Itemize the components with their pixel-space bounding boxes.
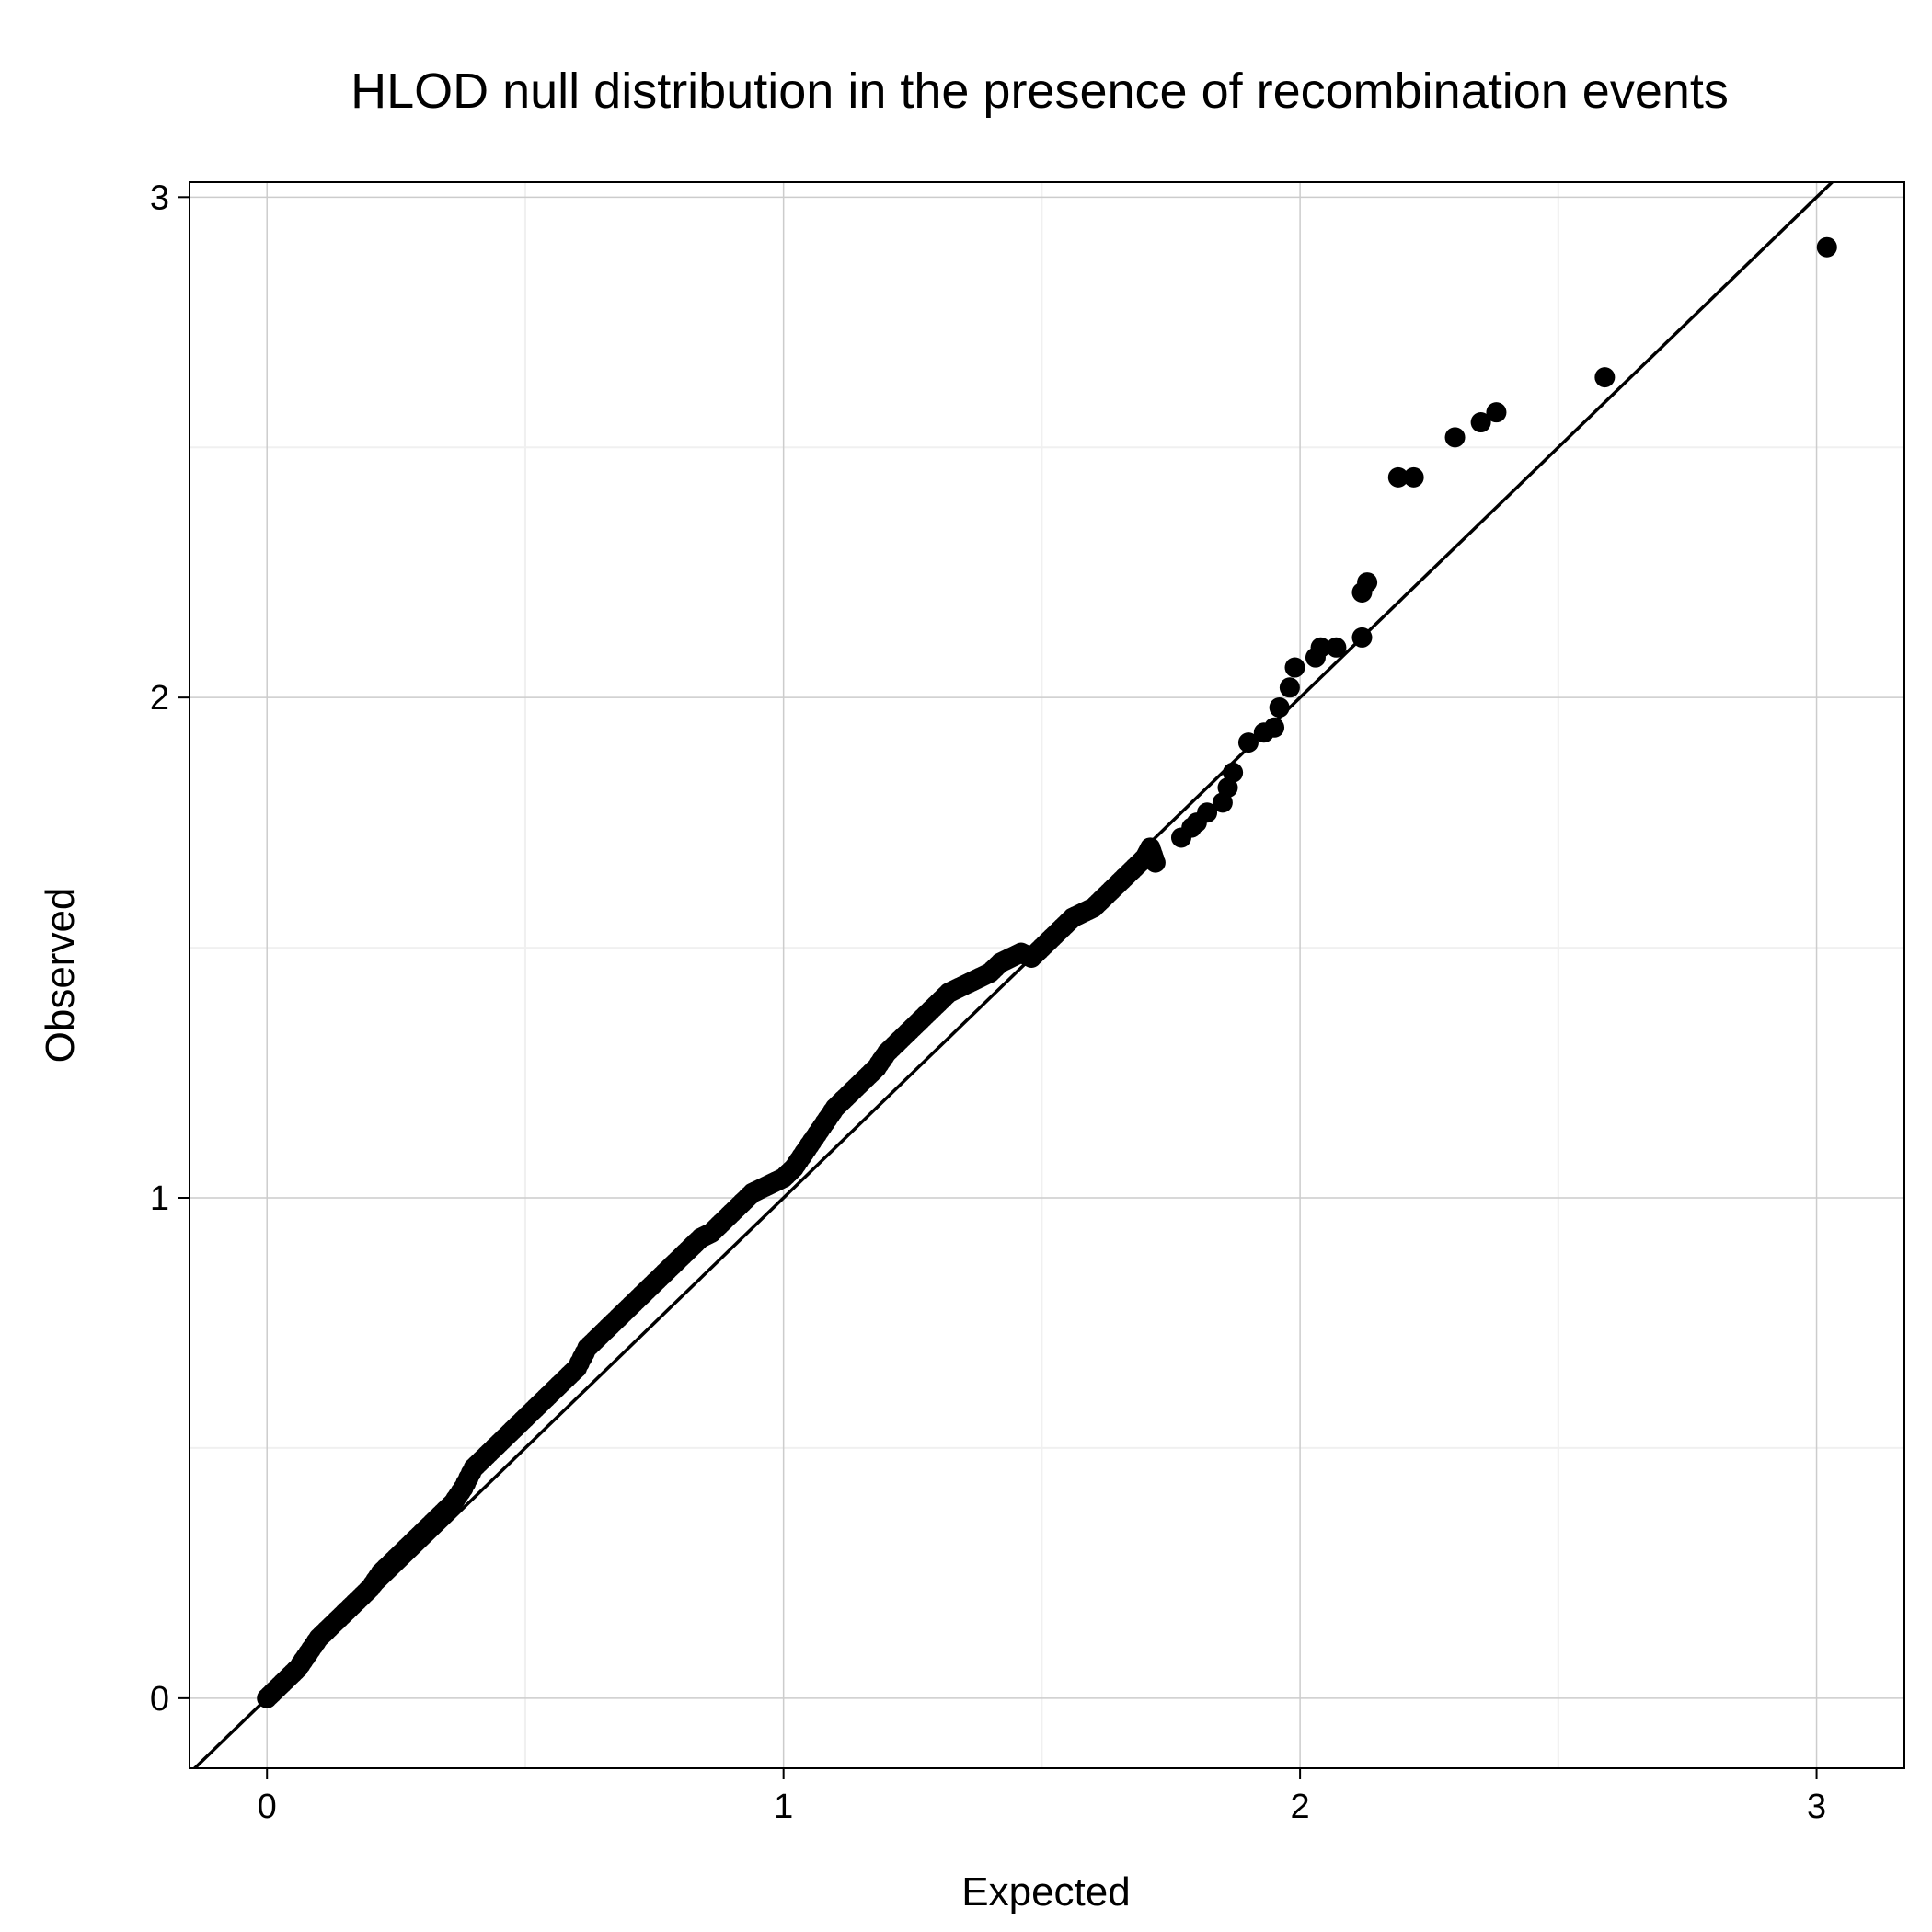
plot-panel-border: [189, 181, 1905, 1769]
plot-panel-background: [190, 182, 1904, 1768]
data-point: [1269, 697, 1290, 719]
data-point: [1470, 412, 1491, 433]
data-point: [1486, 402, 1507, 423]
data-point: [1351, 627, 1373, 648]
data-points: [257, 236, 1837, 1708]
data-point: [1594, 367, 1616, 388]
data-point: [1326, 637, 1347, 658]
data-point: [1279, 677, 1300, 698]
data-point: [1197, 802, 1218, 823]
grid-lines: [190, 182, 1904, 1768]
data-point: [1223, 762, 1244, 783]
data-point: [1357, 572, 1378, 593]
x-tick-label: 3: [1807, 1788, 1826, 1826]
chart-title: HLOD null distribution in the presence o…: [351, 63, 1729, 119]
axis-ticks: 0 1 2 3 0 1 2 3: [150, 178, 1826, 1826]
data-point: [1237, 732, 1259, 753]
x-tick-label: 0: [258, 1788, 277, 1826]
y-tick-label: 3: [150, 178, 169, 217]
data-point: [1816, 236, 1837, 258]
data-point: [1144, 848, 1165, 869]
x-tick-label: 1: [774, 1788, 793, 1826]
x-tick-label: 2: [1291, 1788, 1310, 1826]
y-axis-label: Observed: [38, 888, 83, 1064]
y-tick-label: 2: [150, 679, 169, 718]
data-point: [1284, 657, 1305, 678]
x-axis-label: Expected: [961, 1869, 1130, 1915]
data-point: [1310, 637, 1331, 658]
data-point: [1387, 466, 1409, 488]
y-tick-label: 0: [150, 1680, 169, 1719]
data-point: [1403, 466, 1424, 488]
y-tick-label: 1: [150, 1179, 169, 1218]
data-point: [1444, 427, 1466, 448]
data-point: [1264, 717, 1285, 738]
